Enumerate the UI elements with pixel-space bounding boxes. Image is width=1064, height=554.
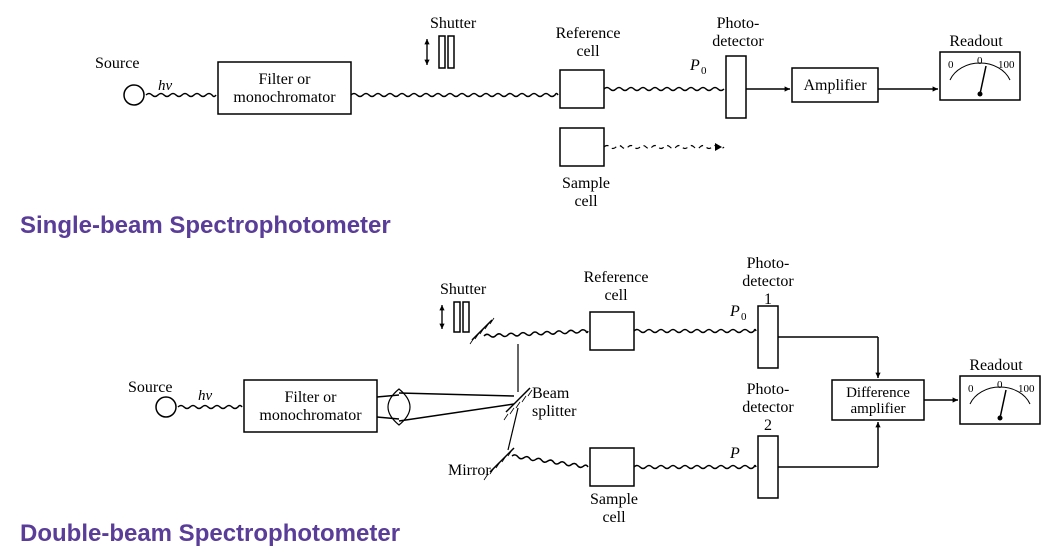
svg-text:100: 100 [998,59,1015,71]
svg-text:0: 0 [968,383,974,395]
svg-text:cell: cell [574,193,598,210]
svg-text:detector: detector [742,273,794,290]
svg-text:Sample: Sample [562,175,610,192]
svg-text:cell: cell [602,509,626,526]
svg-text:0: 0 [701,65,707,77]
svg-text:hν: hν [158,78,173,94]
svg-text:Photo-: Photo- [717,15,760,32]
svg-text:Readout: Readout [949,33,1003,50]
svg-text:monochromator: monochromator [233,89,336,106]
svg-text:1: 1 [764,291,772,308]
svg-text:hν: hν [198,388,213,404]
double-beam-title: Double-beam Spectrophotometer [20,520,400,548]
svg-text:Difference: Difference [846,385,910,401]
svg-text:Filter or: Filter or [259,71,312,88]
svg-text:amplifier: amplifier [851,401,906,417]
svg-text:Source: Source [95,55,139,72]
svg-text:Reference: Reference [556,25,621,42]
svg-text:Photo-: Photo- [747,255,790,272]
svg-text:splitter: splitter [532,403,577,420]
svg-text:Shutter: Shutter [440,281,487,298]
svg-text:0: 0 [997,379,1003,391]
svg-text:0: 0 [977,55,983,67]
svg-text:detector: detector [742,399,794,416]
svg-text:P: P [689,57,700,74]
svg-text:Filter or: Filter or [285,389,338,406]
svg-text:monochromator: monochromator [259,407,362,424]
single-beam-title: Single-beam Spectrophotometer [20,212,391,240]
svg-text:cell: cell [576,43,600,60]
svg-text:Source: Source [128,379,172,396]
svg-text:2: 2 [764,417,772,434]
svg-text:Sample: Sample [590,491,638,508]
svg-text:100: 100 [1018,383,1035,395]
svg-text:Shutter: Shutter [430,15,477,32]
svg-text:0: 0 [948,59,954,71]
svg-text:Beam: Beam [532,385,570,402]
svg-text:0: 0 [741,311,747,323]
svg-text:detector: detector [712,33,764,50]
svg-text:Mirror: Mirror [448,462,491,479]
svg-text:Amplifier: Amplifier [803,77,867,94]
svg-text:P: P [729,303,740,320]
svg-text:P: P [729,445,740,462]
svg-text:Readout: Readout [969,357,1023,374]
svg-text:cell: cell [604,287,628,304]
svg-text:Reference: Reference [584,269,649,286]
svg-text:Photo-: Photo- [747,381,790,398]
